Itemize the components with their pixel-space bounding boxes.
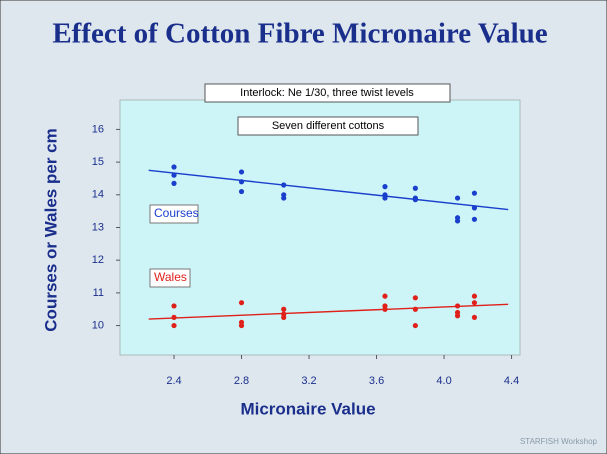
data-point: [412, 197, 418, 203]
plot-marks: 2.4 2.8 3.2 3.6 4.0 4.4 10 11 12 13 14 15 16 Courses W…: [92, 123, 519, 387]
legend-label: Wales: [154, 270, 187, 284]
y-tick-label: 10: [92, 319, 104, 331]
data-point: [382, 293, 388, 299]
annotation: Interlock: Ne 1/30, three twist levels: [240, 87, 414, 99]
legend-box: [149, 204, 199, 224]
footer: STARFISH Workshop: [520, 437, 598, 446]
data-point: [382, 306, 388, 312]
y-axis-label: Courses or Wales per cm: [41, 128, 60, 331]
data-point: [281, 182, 287, 188]
data-point: [281, 314, 287, 321]
data-point: [471, 205, 478, 211]
chart-title: Effect of Cotton Fibre Micronaire Value: [52, 18, 547, 50]
data-point: [454, 303, 461, 309]
plot-area: [119, 99, 521, 356]
data-point: [238, 179, 245, 185]
annotation-box: [237, 116, 419, 136]
x-tick-label: 3.6: [369, 375, 384, 387]
data-point: [171, 172, 177, 178]
legend-box: [149, 268, 191, 288]
y-tick-label: 11: [93, 287, 104, 299]
data-point: [471, 216, 478, 222]
x-tick-label: 2.8: [234, 375, 249, 387]
data-point: [171, 303, 177, 309]
data-point: [171, 180, 177, 186]
x-tick-label: 4.4: [504, 375, 519, 387]
data-point: [471, 293, 478, 299]
data-point: [471, 300, 478, 306]
x-tick-label: 2.4: [166, 375, 181, 387]
trend-line: [148, 303, 509, 320]
annotation-box: [204, 83, 451, 103]
y-tick-label: 16: [92, 123, 104, 135]
data-point: [238, 322, 245, 329]
data-point: [382, 195, 388, 201]
data-point: [454, 195, 461, 201]
x-axis-label: Micronaire Value: [240, 399, 375, 418]
data-point: [171, 164, 177, 170]
data-point: [238, 169, 245, 175]
data-point: [281, 306, 287, 312]
data-point: [412, 185, 418, 191]
y-tick-label: 12: [92, 254, 104, 266]
data-point: [238, 300, 245, 306]
data-point: [281, 195, 287, 201]
data-point: [471, 190, 478, 196]
x-tick-label: 3.2: [301, 375, 316, 387]
annotation: Seven different cottons: [272, 120, 385, 132]
data-point: [171, 322, 177, 329]
legend-label: Courses: [154, 206, 199, 220]
data-point: [412, 306, 418, 312]
data-point: [454, 218, 461, 224]
y-tick-label: 13: [92, 221, 104, 233]
data-point: [171, 314, 177, 321]
data-point: [412, 295, 418, 301]
y-tick-label: 14: [92, 189, 104, 201]
y-tick-label: 15: [92, 156, 104, 168]
trend-line: [148, 169, 509, 211]
data-point: [238, 188, 245, 195]
data-point: [412, 322, 418, 329]
data-point: [382, 184, 388, 190]
x-tick-label: 4.0: [436, 375, 451, 387]
data-point: [454, 313, 461, 319]
data-point: [471, 314, 478, 321]
